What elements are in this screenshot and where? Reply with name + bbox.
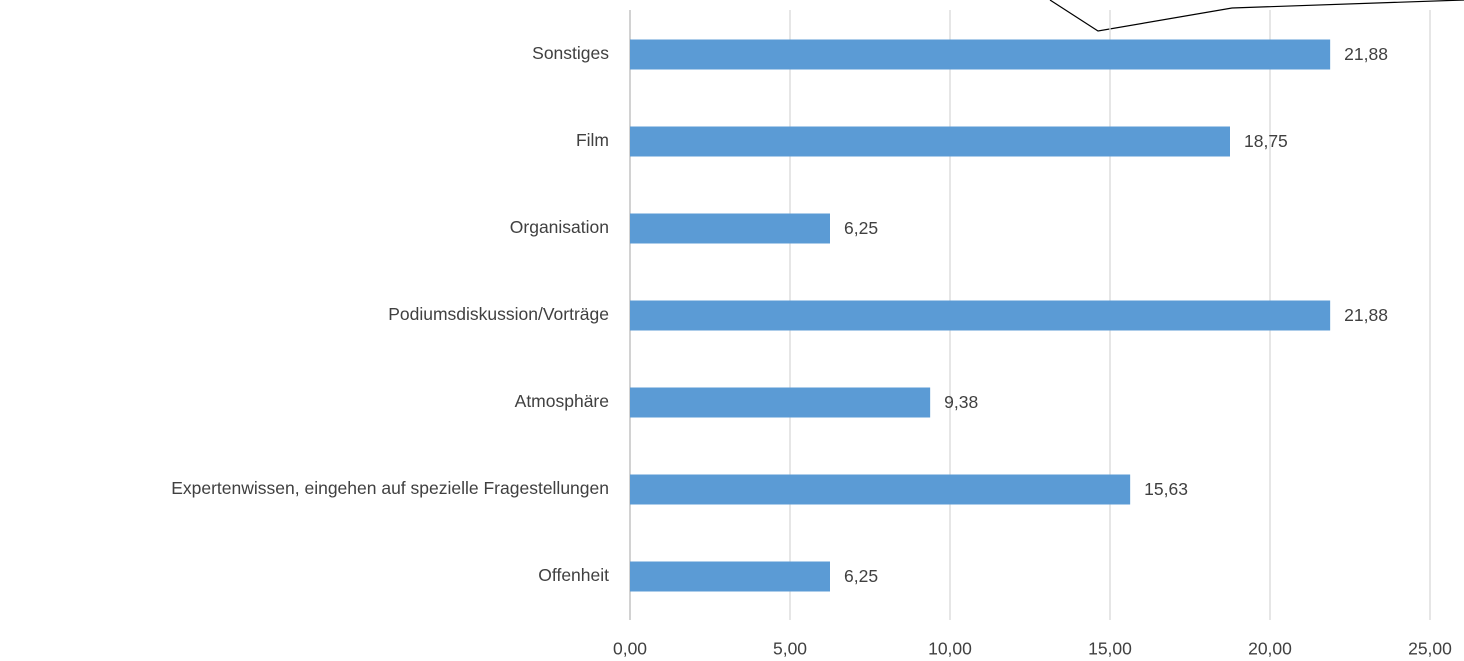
y-tick-label: Offenheit <box>538 565 609 585</box>
data-label: 15,63 <box>1144 479 1188 499</box>
y-tick-label: Expertenwissen, eingehen auf spezielle F… <box>171 478 609 498</box>
bar <box>630 126 1230 157</box>
y-tick-label: Sonstiges <box>532 43 609 63</box>
x-tick-label: 0,00 <box>613 639 647 659</box>
bar <box>630 474 1131 505</box>
y-tick-label: Podiumsdiskussion/Vorträge <box>388 304 609 324</box>
x-tick-label: 20,00 <box>1248 639 1292 659</box>
data-label: 9,38 <box>944 392 978 412</box>
bar <box>630 39 1331 70</box>
data-label: 6,25 <box>844 566 878 586</box>
x-tick-label: 10,00 <box>928 639 972 659</box>
callout-shape <box>1049 0 1464 32</box>
data-label: 21,88 <box>1344 44 1388 64</box>
x-tick-label: 5,00 <box>773 639 807 659</box>
data-label: 6,25 <box>844 218 878 238</box>
y-tick-label: Atmosphäre <box>515 391 609 411</box>
x-tick-label: 25,00 <box>1408 639 1452 659</box>
x-tick-label: 15,00 <box>1088 639 1132 659</box>
bar <box>630 387 931 418</box>
bar <box>630 300 1331 331</box>
y-tick-label: Film <box>576 130 609 150</box>
data-label: 21,88 <box>1344 305 1388 325</box>
data-label: 18,75 <box>1244 131 1288 151</box>
bar <box>630 213 830 244</box>
bar <box>630 561 830 592</box>
y-tick-label: Organisation <box>510 217 609 237</box>
